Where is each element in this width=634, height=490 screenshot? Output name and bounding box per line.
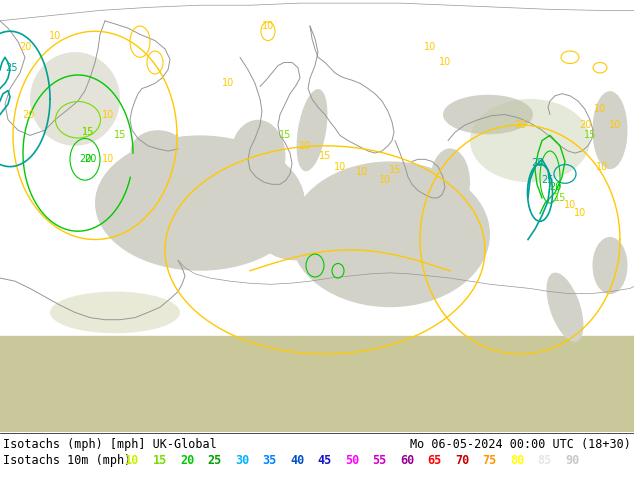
Text: 80: 80 — [510, 454, 524, 467]
Text: 15: 15 — [114, 130, 126, 140]
Text: 40: 40 — [290, 454, 304, 467]
Text: 10: 10 — [356, 167, 368, 177]
Ellipse shape — [443, 95, 533, 134]
Ellipse shape — [255, 198, 335, 260]
Text: 65: 65 — [427, 454, 442, 467]
Text: 30: 30 — [235, 454, 249, 467]
Ellipse shape — [131, 130, 186, 172]
Text: Isotachs (mph) [mph] UK-Global: Isotachs (mph) [mph] UK-Global — [3, 438, 217, 451]
Ellipse shape — [547, 272, 583, 342]
Ellipse shape — [30, 52, 120, 146]
Text: 10: 10 — [102, 110, 114, 120]
Text: 10: 10 — [222, 78, 234, 88]
Text: 15: 15 — [319, 151, 331, 161]
Text: 20: 20 — [22, 110, 34, 120]
Text: 15: 15 — [554, 193, 566, 203]
Text: 15: 15 — [279, 130, 291, 140]
Ellipse shape — [330, 180, 390, 237]
Ellipse shape — [470, 99, 590, 182]
Text: 10: 10 — [424, 42, 436, 52]
Text: 10: 10 — [609, 120, 621, 130]
Text: 55: 55 — [373, 454, 387, 467]
Text: 50: 50 — [345, 454, 359, 467]
Text: 45: 45 — [318, 454, 332, 467]
Text: 15: 15 — [82, 127, 94, 137]
Ellipse shape — [430, 148, 470, 216]
Ellipse shape — [290, 161, 490, 307]
Text: 10: 10 — [439, 57, 451, 68]
Text: 10: 10 — [564, 200, 576, 210]
Text: 15: 15 — [153, 454, 167, 467]
Text: 10: 10 — [594, 104, 606, 114]
Text: 10: 10 — [49, 31, 61, 42]
Text: 35: 35 — [262, 454, 277, 467]
Text: 20: 20 — [549, 182, 561, 193]
Text: 20: 20 — [19, 42, 31, 52]
Text: 10: 10 — [334, 162, 346, 172]
Text: 85: 85 — [538, 454, 552, 467]
Text: 75: 75 — [482, 454, 497, 467]
Ellipse shape — [95, 135, 305, 271]
Text: 15: 15 — [389, 165, 401, 175]
Text: 15: 15 — [82, 127, 94, 137]
Text: 70: 70 — [455, 454, 469, 467]
Text: 20: 20 — [79, 154, 91, 164]
Ellipse shape — [593, 237, 628, 294]
Text: 20: 20 — [84, 154, 96, 164]
Text: 20: 20 — [180, 454, 194, 467]
Text: 10: 10 — [299, 141, 311, 151]
Text: 20: 20 — [514, 120, 526, 130]
Ellipse shape — [593, 91, 628, 169]
Ellipse shape — [297, 89, 327, 172]
Text: Isotachs 10m (mph): Isotachs 10m (mph) — [3, 454, 131, 467]
Ellipse shape — [50, 292, 180, 333]
Text: 20: 20 — [579, 120, 591, 130]
Ellipse shape — [231, 120, 285, 193]
Text: 15: 15 — [584, 130, 596, 140]
Text: 25: 25 — [207, 454, 222, 467]
Text: 10: 10 — [125, 454, 139, 467]
Text: 25: 25 — [532, 158, 544, 169]
Text: 10: 10 — [262, 21, 274, 31]
Text: 60: 60 — [400, 454, 414, 467]
Text: 10: 10 — [574, 208, 586, 219]
Text: 25: 25 — [6, 63, 18, 73]
Text: 10: 10 — [102, 154, 114, 164]
Text: 90: 90 — [565, 454, 579, 467]
Text: 10: 10 — [596, 162, 608, 172]
Text: Mo 06-05-2024 00:00 UTC (18+30): Mo 06-05-2024 00:00 UTC (18+30) — [410, 438, 631, 451]
Text: 10: 10 — [379, 175, 391, 185]
Text: 25: 25 — [541, 175, 554, 185]
